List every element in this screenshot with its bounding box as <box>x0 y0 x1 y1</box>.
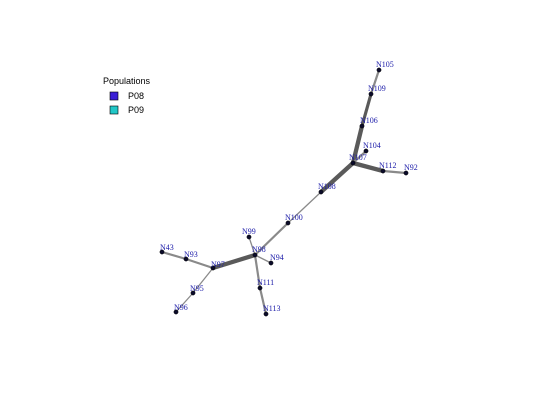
node-n111[interactable] <box>257 285 263 291</box>
node-n98[interactable] <box>252 252 258 258</box>
node-n107[interactable] <box>350 160 356 166</box>
legend-label-p08: P08 <box>128 91 144 101</box>
edge-n97-n95 <box>192 267 214 294</box>
node-n94[interactable] <box>268 260 274 266</box>
node-label-n108: N108 <box>318 182 336 191</box>
node-n104[interactable] <box>363 148 369 154</box>
node-label-n107: N107 <box>349 153 367 162</box>
node-label-n105: N105 <box>376 60 394 69</box>
legend-label-p09: P09 <box>128 105 144 115</box>
edge-n107-n108 <box>318 160 356 195</box>
node-n112[interactable] <box>380 168 386 174</box>
edge-n106-n107 <box>350 123 365 166</box>
edge-n95-n96 <box>175 292 194 313</box>
node-n92[interactable] <box>403 170 409 176</box>
node-label-n93: N93 <box>184 250 198 259</box>
edge-n98-n111 <box>253 253 262 290</box>
node-label-n109: N109 <box>368 84 386 93</box>
node-label-n104: N104 <box>363 141 381 150</box>
node-n113[interactable] <box>263 311 269 317</box>
node-label-n113: N113 <box>263 304 280 313</box>
legend-swatch-p09 <box>109 105 119 115</box>
edge-n107-n112 <box>350 160 386 174</box>
edge-n99-n98 <box>248 236 256 256</box>
node-label-n106: N106 <box>360 116 378 125</box>
network-labels: N105 N109 N106 N104 N107 N112 N92 N108 N100 N99 N9… <box>160 60 418 313</box>
node-n105[interactable] <box>376 67 382 73</box>
edge-n112-n92 <box>381 169 408 175</box>
network-edges <box>160 68 408 316</box>
node-label-n99: N99 <box>242 227 256 236</box>
edge-n98-n97 <box>210 252 258 271</box>
node-label-n97: N97 <box>211 260 225 269</box>
edge-n100-n98 <box>253 221 290 257</box>
node-label-n95: N95 <box>190 284 204 293</box>
legend-swatch-p08 <box>109 91 119 101</box>
node-label-n96: N96 <box>174 303 188 312</box>
node-label-n92: N92 <box>404 163 418 172</box>
node-label-n94: N94 <box>270 253 284 262</box>
node-label-n112: N112 <box>379 161 396 170</box>
node-n97[interactable] <box>210 265 216 271</box>
node-label-n98: N98 <box>252 245 266 254</box>
edge-n109-n106 <box>360 92 373 128</box>
node-n93[interactable] <box>183 256 189 262</box>
node-n109[interactable] <box>368 91 374 97</box>
node-n95[interactable] <box>190 290 196 296</box>
edge-n105-n109 <box>369 68 381 96</box>
node-n106[interactable] <box>359 123 365 129</box>
edge-n104-n107 <box>351 149 368 165</box>
node-label-n100: N100 <box>285 213 303 222</box>
node-n100[interactable] <box>285 220 291 226</box>
edge-n98-n94 <box>254 254 272 264</box>
legend-title: Populations <box>103 76 151 86</box>
node-n99[interactable] <box>246 234 252 240</box>
edge-n108-n100 <box>287 191 322 224</box>
node-n96[interactable] <box>173 309 179 315</box>
legend: Populations P08 P09 <box>103 76 151 115</box>
network-nodes <box>159 67 409 317</box>
node-label-n43: N43 <box>160 243 174 252</box>
node-n43[interactable] <box>159 249 165 255</box>
edge-n93-n43 <box>160 250 188 261</box>
node-label-n111: N111 <box>257 278 274 287</box>
node-n108[interactable] <box>318 189 324 195</box>
edge-n97-n93 <box>184 257 215 270</box>
edge-n111-n113 <box>258 286 268 316</box>
